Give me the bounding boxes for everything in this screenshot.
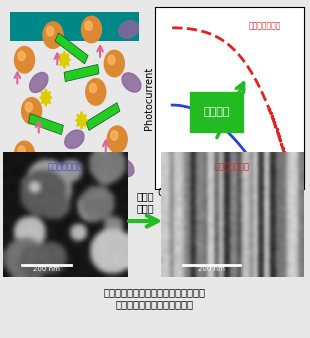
FancyBboxPatch shape [190, 92, 243, 132]
Circle shape [25, 102, 32, 112]
Ellipse shape [29, 72, 48, 93]
Bar [86, 103, 120, 130]
Bar [55, 33, 88, 64]
Text: 共蒸発分子なし: 共蒸発分子なし [237, 162, 269, 171]
Circle shape [82, 16, 101, 43]
Circle shape [104, 50, 124, 77]
Circle shape [60, 54, 69, 66]
Ellipse shape [65, 130, 84, 148]
Circle shape [89, 83, 96, 93]
Circle shape [77, 115, 86, 126]
Text: 共蒸発分子あり: 共蒸発分子あり [215, 162, 250, 171]
Bar [29, 114, 63, 135]
FancyBboxPatch shape [3, 156, 120, 198]
Text: 200 nm: 200 nm [33, 266, 60, 272]
Text: 混合膜
結晶化: 混合膜 結晶化 [137, 191, 154, 213]
Ellipse shape [122, 73, 141, 92]
FancyBboxPatch shape [10, 13, 139, 41]
Ellipse shape [115, 159, 134, 177]
Circle shape [43, 22, 63, 48]
Text: 共蒸発分子誘起結晶化法とそれによる
有機薄膜太陽電池の性能向上: 共蒸発分子誘起結晶化法とそれによる 有機薄膜太陽電池の性能向上 [104, 288, 206, 309]
Y-axis label: Photocurrent: Photocurrent [144, 66, 154, 130]
Circle shape [111, 131, 118, 140]
X-axis label: Voltage: Voltage [211, 191, 248, 201]
Text: 200 nm: 200 nm [198, 266, 224, 272]
Bar [64, 65, 99, 81]
Text: 共蒸発分子: 共蒸発分子 [42, 172, 79, 186]
Circle shape [86, 79, 106, 105]
Circle shape [18, 146, 25, 155]
Circle shape [22, 98, 42, 124]
Text: 0: 0 [158, 188, 164, 198]
Ellipse shape [119, 21, 139, 38]
Circle shape [107, 126, 127, 152]
Text: 共蒸発分子なし: 共蒸発分子なし [48, 162, 82, 171]
Circle shape [85, 21, 92, 30]
Circle shape [108, 55, 115, 65]
Circle shape [42, 92, 50, 103]
Circle shape [18, 51, 25, 61]
Circle shape [15, 47, 34, 73]
Circle shape [46, 27, 54, 36]
Circle shape [15, 141, 34, 168]
Text: 高効率化: 高効率化 [204, 107, 230, 117]
Text: 共蒸発分子あり: 共蒸発分子あり [249, 22, 281, 31]
